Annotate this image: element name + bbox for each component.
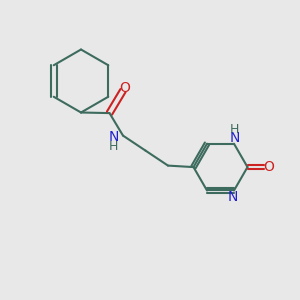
Text: N: N xyxy=(108,130,118,144)
Text: N: N xyxy=(230,131,240,145)
Text: O: O xyxy=(263,160,274,174)
Text: H: H xyxy=(109,140,118,153)
Text: H: H xyxy=(230,123,240,136)
Text: O: O xyxy=(119,81,130,94)
Text: N: N xyxy=(227,190,238,204)
